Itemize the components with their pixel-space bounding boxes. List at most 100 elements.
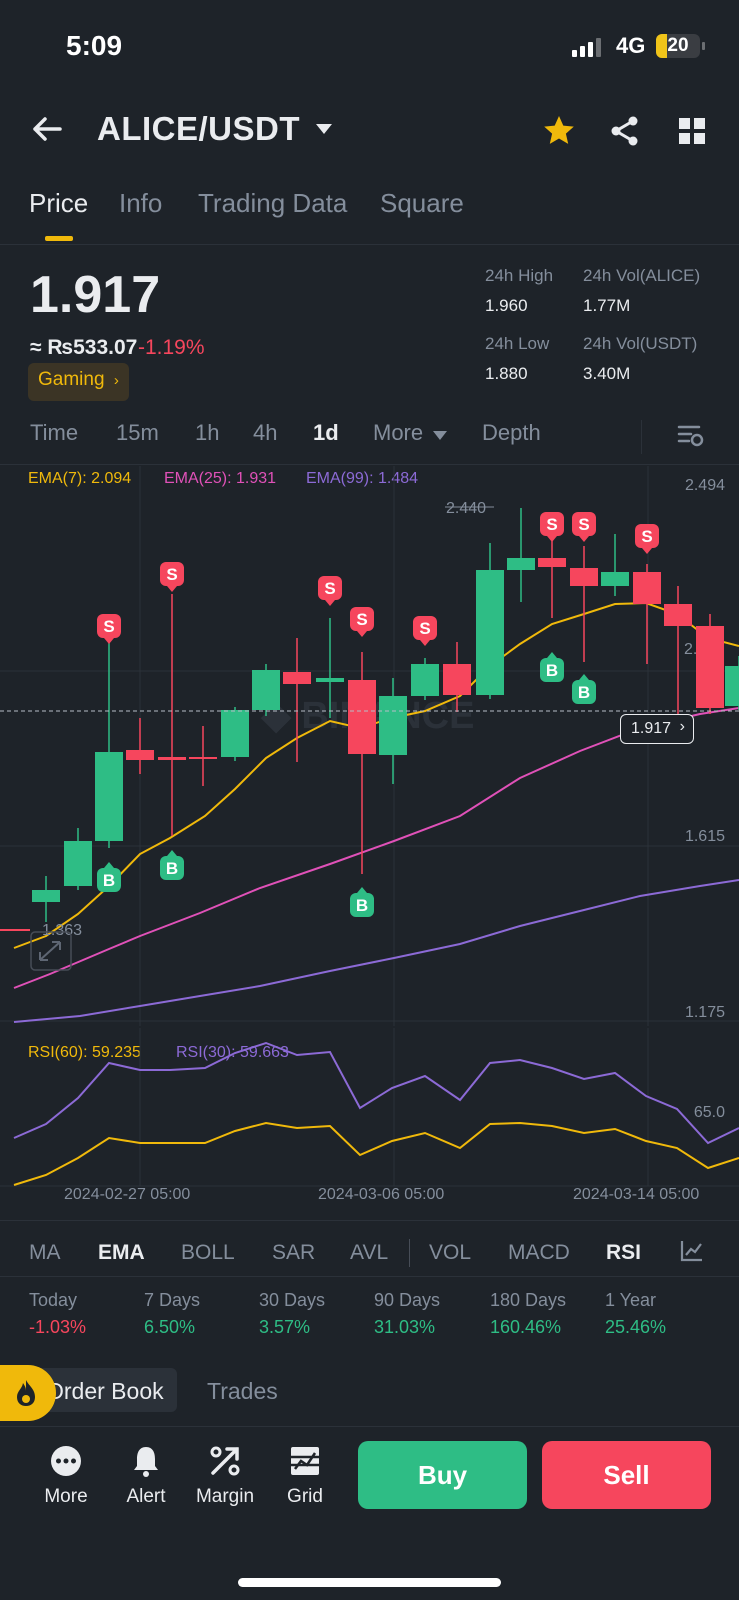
- candle-up: [64, 828, 92, 890]
- sell-marker[interactable]: S: [350, 607, 374, 637]
- sell-button[interactable]: Sell: [542, 1441, 711, 1509]
- candle-down: [570, 546, 598, 662]
- candles-group: [32, 508, 739, 922]
- tab-info[interactable]: Info: [119, 188, 163, 218]
- margin-icon[interactable]: [207, 1443, 243, 1479]
- candle-up: [32, 876, 60, 922]
- buy-marker[interactable]: B: [540, 652, 564, 682]
- share-icon[interactable]: [610, 116, 640, 146]
- floating-coin-button[interactable]: [0, 1365, 56, 1421]
- date-tick-1: 2024-02-27 05:00: [64, 1186, 191, 1203]
- chart-settings-icon[interactable]: [677, 422, 705, 450]
- grid-bot-icon[interactable]: [287, 1443, 323, 1479]
- interval-4h[interactable]: 4h: [253, 420, 278, 445]
- candle-down: [664, 586, 692, 716]
- category-tag[interactable]: Gaming ›: [28, 363, 129, 401]
- divider: [0, 1426, 739, 1427]
- active-tab-indicator: [45, 236, 73, 241]
- current-price-label: 1.917 ›: [620, 714, 694, 744]
- indicator-avl[interactable]: AVL: [350, 1241, 389, 1264]
- indicator-rsi[interactable]: RSI: [606, 1241, 642, 1264]
- marker-label: B: [546, 661, 558, 680]
- candle-up: [95, 640, 123, 848]
- sell-marker[interactable]: S: [572, 512, 596, 542]
- perf-today-label: Today: [29, 1290, 78, 1310]
- interval-1h[interactable]: 1h: [195, 420, 220, 445]
- candle-down: [126, 718, 154, 774]
- trade-markers-group: S S S S S S S S B B B B B: [97, 512, 659, 917]
- buy-marker[interactable]: B: [350, 887, 374, 917]
- indicator-ema[interactable]: EMA: [98, 1241, 145, 1264]
- marker-label: B: [578, 683, 590, 702]
- battery-tip: [702, 42, 705, 50]
- divider: [0, 1220, 739, 1221]
- more-dropdown-icon[interactable]: [432, 430, 448, 441]
- pair-dropdown-icon[interactable]: [315, 123, 333, 135]
- indicator-macd[interactable]: MACD: [508, 1241, 570, 1264]
- alert-label[interactable]: Alert: [126, 1486, 166, 1507]
- buy-marker[interactable]: B: [97, 862, 121, 892]
- candle-down: [443, 642, 471, 712]
- tab-trading-data[interactable]: Trading Data: [198, 188, 348, 218]
- indicator-ma[interactable]: MA: [29, 1241, 61, 1264]
- marker-label: B: [356, 896, 368, 915]
- buy-marker[interactable]: B: [572, 674, 596, 704]
- sell-marker[interactable]: S: [540, 512, 564, 542]
- perf-30d-label: 30 Days: [259, 1290, 326, 1310]
- candle-up: [221, 707, 249, 761]
- interval-time[interactable]: Time: [30, 420, 79, 445]
- pair-title[interactable]: ALICE/USDT: [97, 110, 300, 147]
- marker-label: B: [103, 871, 115, 890]
- back-arrow-icon[interactable]: [32, 116, 62, 142]
- sell-marker[interactable]: S: [413, 616, 437, 646]
- indicator-settings-icon[interactable]: [680, 1240, 704, 1262]
- more-label[interactable]: More: [44, 1486, 88, 1507]
- expand-icon[interactable]: [30, 931, 72, 971]
- candle-down: [283, 638, 311, 762]
- divider: [641, 420, 642, 454]
- rsi-chart[interactable]: [0, 1028, 739, 1188]
- sell-marker[interactable]: S: [318, 576, 342, 606]
- tab-trades[interactable]: Trades: [207, 1378, 278, 1404]
- grid-layout-icon[interactable]: [679, 118, 705, 144]
- tab-price[interactable]: Price: [29, 188, 89, 218]
- margin-label[interactable]: Margin: [195, 1486, 255, 1507]
- interval-1d[interactable]: 1d: [313, 420, 339, 445]
- divider: [0, 244, 739, 245]
- flame-icon: [17, 1380, 35, 1406]
- indicator-vol[interactable]: VOL: [429, 1241, 472, 1264]
- sell-marker[interactable]: S: [160, 562, 184, 592]
- indicator-boll[interactable]: BOLL: [181, 1241, 235, 1264]
- candle-up: [725, 656, 739, 710]
- chevron-right-icon: ›: [679, 718, 685, 735]
- perf-1y-value: 25.46%: [605, 1317, 667, 1337]
- more-icon[interactable]: [48, 1443, 84, 1479]
- grid-label[interactable]: Grid: [287, 1486, 323, 1507]
- interval-depth[interactable]: Depth: [482, 420, 541, 445]
- sell-marker[interactable]: S: [97, 614, 121, 644]
- perf-90d-value: 31.03%: [374, 1317, 436, 1337]
- ema25-legend: EMA(25): 1.931: [164, 470, 277, 487]
- rsi30-line: [13, 1041, 739, 1145]
- marker-label: S: [546, 515, 557, 534]
- buy-marker[interactable]: B: [160, 850, 184, 880]
- perf-180d-value: 160.46%: [490, 1317, 562, 1337]
- divider: [0, 464, 739, 465]
- candle-up: [601, 534, 629, 596]
- favorite-star-icon[interactable]: [543, 115, 575, 145]
- interval-more[interactable]: More: [373, 420, 424, 445]
- tab-square[interactable]: Square: [380, 188, 464, 218]
- buy-button[interactable]: Buy: [358, 1441, 527, 1509]
- interval-15m[interactable]: 15m: [116, 420, 159, 445]
- candle-down: [189, 726, 217, 786]
- candle-up: [507, 508, 535, 602]
- indicator-sar[interactable]: SAR: [272, 1241, 316, 1264]
- divider: [0, 1276, 739, 1277]
- perf-1y-label: 1 Year: [605, 1290, 657, 1310]
- bell-icon[interactable]: [128, 1443, 164, 1479]
- current-price-value: 1.917: [631, 720, 672, 737]
- sell-marker[interactable]: S: [635, 524, 659, 554]
- price-tick-mid: 1.615: [684, 828, 725, 845]
- price-tick-low: 1.175: [684, 1004, 725, 1021]
